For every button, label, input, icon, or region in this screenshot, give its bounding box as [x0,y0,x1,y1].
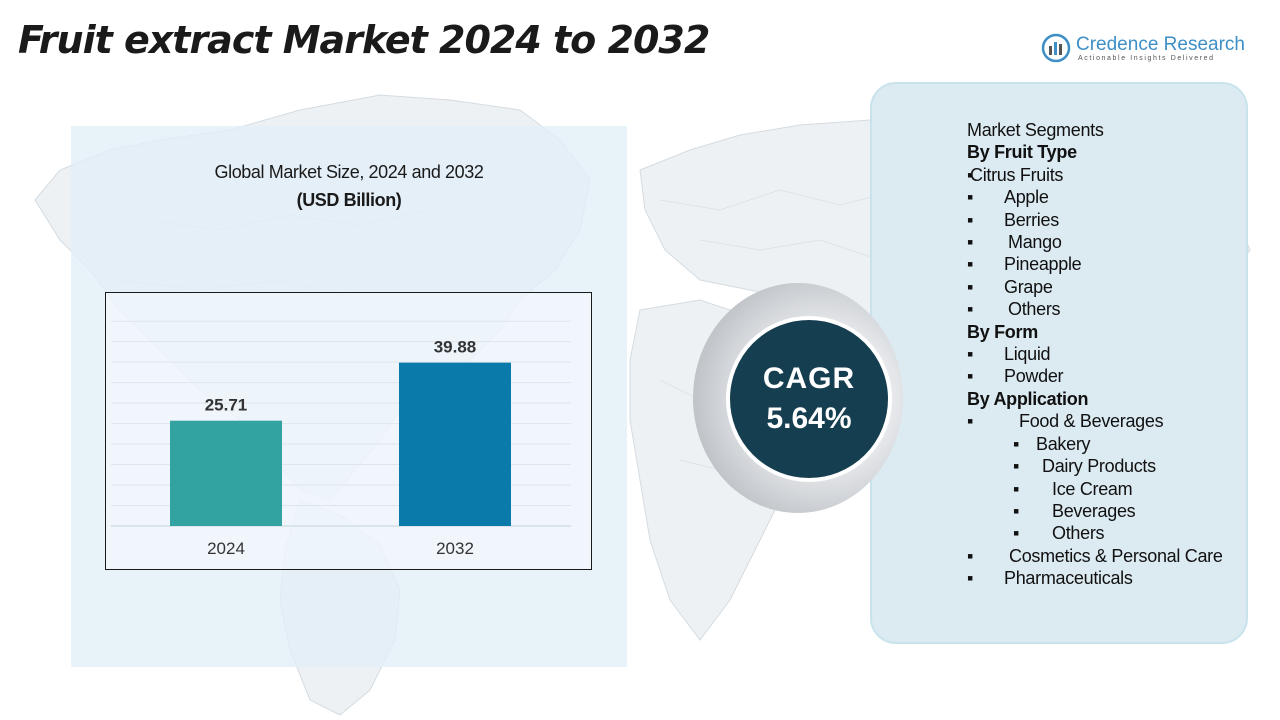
segment-label: Others [1052,523,1105,544]
segment-label: Beverages [1052,500,1136,521]
segment-label: Dairy Products [1042,456,1156,477]
segment-item: ▪ Others [967,298,1237,320]
segment-label: Food & Beverages [1019,411,1164,432]
segment-item: ▪ Cosmetics & Personal Care [967,545,1237,567]
chart-subtitle: (USD Billion) [296,190,402,210]
credence-research-logo: Credence Research Actionable Insights De… [1040,30,1260,70]
data-label-2024: 25.71 [205,396,248,415]
segment-item: ▪ Food & Beverages [967,410,1237,432]
cagr-badge: CAGR 5.64% [726,316,892,482]
market-segments-panel: Market Segments By Fruit Type ▪Citrus Fru… [870,82,1248,644]
segment-category-header: By Form [967,321,1038,342]
bullet-icon: ▪ [1013,478,1020,499]
segment-label: Apple [1004,187,1049,208]
segment-subitem: ▪ Bakery [967,433,1237,455]
segment-item: ▪ Mango [967,231,1237,253]
segment-subitem: ▪ Others [967,522,1237,544]
cagr-label: CAGR [762,362,856,395]
segment-item: ▪ Powder [967,365,1237,387]
bar-chart-plot-area: 25.71 2024 39.88 2032 [105,292,592,570]
x-tick-label-2024: 2024 [207,539,245,558]
segments-heading: Market Segments [967,120,1104,140]
bar-chart: 25.71 2024 39.88 2032 [111,320,571,558]
bullet-icon: ▪ [967,366,974,387]
page-title: Fruit extract Market 2024 to 2032 [18,18,710,62]
market-segments-list: Market Segments By Fruit Type ▪Citrus Fru… [967,119,1237,590]
bullet-icon: ▪ [967,232,974,253]
segment-subitem: ▪ Ice Cream [967,478,1237,500]
x-tick-label-2032: 2032 [436,539,474,558]
bullet-icon: ▪ [1013,456,1020,477]
segment-label: Grape [1004,276,1053,297]
bullet-icon: ▪ [967,545,974,566]
chart-panel: Global Market Size, 2024 and 2032 (USD B… [71,126,627,667]
segment-label: Others [1008,299,1061,320]
bullet-icon: ▪ [1013,523,1020,544]
segment-label: Cosmetics & Personal Care [1009,545,1223,566]
bullet-icon: ▪ [967,254,974,275]
segment-label: Citrus Fruits [970,164,1064,185]
bullet-icon: ▪ [967,187,974,208]
segment-item: ▪ Pharmaceuticals [967,567,1237,589]
segment-item: ▪ Liquid [967,343,1237,365]
segment-label: Pineapple [1004,254,1082,275]
segment-category-header: By Fruit Type [967,142,1077,163]
bar-2024 [170,420,282,526]
segment-subitem: ▪ Beverages [967,500,1237,522]
segment-label: Liquid [1004,344,1051,365]
segment-label: Mango [1008,232,1062,253]
segment-item: ▪ Pineapple [967,253,1237,275]
segment-item: ▪ Berries [967,209,1237,231]
logo-tagline: Actionable Insights Delivered [1078,55,1215,62]
segment-label: Berries [1004,209,1059,230]
segment-subitem: ▪ Dairy Products [967,455,1237,477]
cagr-value: 5.64% [766,402,852,435]
bullet-icon: ▪ [967,344,974,365]
segment-item: ▪ Grape [967,276,1237,298]
chart-title: Global Market Size, 2024 and 2032 [214,162,484,182]
segment-category-header: By Application [967,388,1089,409]
segment-label: Powder [1004,366,1064,387]
bar-2032 [399,362,511,526]
logo-name: Credence Research [1076,34,1245,55]
bullet-icon: ▪ [967,299,974,320]
bullet-icon: ▪ [967,568,974,589]
bullet-icon: ▪ [1013,433,1020,454]
segment-item: ▪ Apple [967,186,1237,208]
logo-globe-icon [1041,33,1071,63]
bullet-icon: ▪ [967,276,974,297]
segment-item: ▪Citrus Fruits [967,164,1237,186]
segment-label: Pharmaceuticals [1004,568,1133,589]
segment-label: Ice Cream [1052,478,1133,499]
bullet-icon: ▪ [967,411,974,432]
segment-label: Bakery [1036,433,1091,454]
bullet-icon: ▪ [967,209,974,230]
bullet-icon: ▪ [1013,500,1020,521]
data-label-2032: 39.88 [434,338,477,357]
